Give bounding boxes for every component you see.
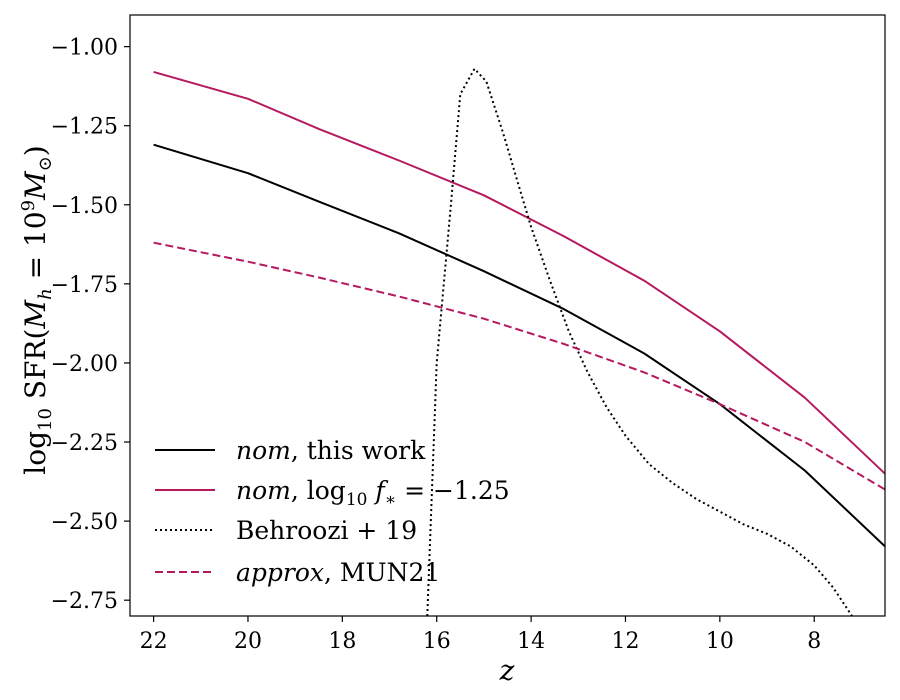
x-tick-label-10: 10 <box>706 629 734 654</box>
y-tick-label-0: −1.00 <box>51 36 118 61</box>
y-axis-title-m: M <box>19 299 52 330</box>
axis-ticks <box>124 46 815 622</box>
x-tick-label-22: 22 <box>140 629 168 654</box>
y-axis-title-sfr: SFR( <box>19 329 52 409</box>
legend-label-behroozi: Behroozi + 19 <box>236 516 417 545</box>
legend-label-nom-fstar: nom, log10 f∗ = −1.25 <box>236 476 510 510</box>
y-axis-title-log-sub: 10 <box>35 408 56 431</box>
series-line-behroozi-19 <box>426 67 853 616</box>
y-axis-title-sun: ⊙ <box>35 156 56 171</box>
x-tick-label-14: 14 <box>517 629 545 654</box>
legend: nom, this work nom, log10 f∗ = −1.25 Beh… <box>155 436 510 587</box>
legend-label-approx-mun21: approx, MUN21 <box>236 558 440 587</box>
x-tick-label-12: 12 <box>611 629 639 654</box>
x-tick-label-20: 20 <box>234 629 262 654</box>
x-tick-label-16: 16 <box>423 629 451 654</box>
legend-label-nom-this-work: nom, this work <box>236 436 426 465</box>
plot-frame <box>129 14 886 617</box>
y-tick-label-4: −2.00 <box>51 352 118 377</box>
series-line-nom-this-work <box>153 143 885 548</box>
axis-tick-labels: 22 20 18 16 14 12 10 8 −1.00 −1.25 −1.50 −1.75 −2.00… <box>51 36 822 654</box>
y-tick-label-3: −1.75 <box>51 273 118 298</box>
y-axis-title-m2: M <box>19 170 52 201</box>
y-tick-label-6: −2.50 <box>51 510 118 535</box>
series-line-approx-mun21 <box>153 241 885 491</box>
y-axis-title-sup: 9 <box>18 200 39 211</box>
x-tick-label-18: 18 <box>328 629 356 654</box>
y-axis-title-close: ) <box>19 145 52 156</box>
y-tick-label-1: −1.25 <box>51 115 118 140</box>
y-tick-label-7: −2.75 <box>51 589 118 614</box>
series-line-nom-log10-f-1-25 <box>153 70 885 475</box>
y-axis-title-h: h <box>35 288 56 300</box>
x-axis-title: z <box>499 654 515 687</box>
y-axis-title: log10 SFR(Mh = 109M⊙) <box>18 145 56 474</box>
y-tick-label-2: −1.50 <box>51 194 118 219</box>
y-tick-label-5: −2.25 <box>51 431 118 456</box>
y-axis-title-eq: = 10 <box>19 211 52 288</box>
plot-lines <box>153 67 885 616</box>
x-tick-label-8: 8 <box>807 629 821 654</box>
y-axis-title-log: log <box>19 431 52 475</box>
